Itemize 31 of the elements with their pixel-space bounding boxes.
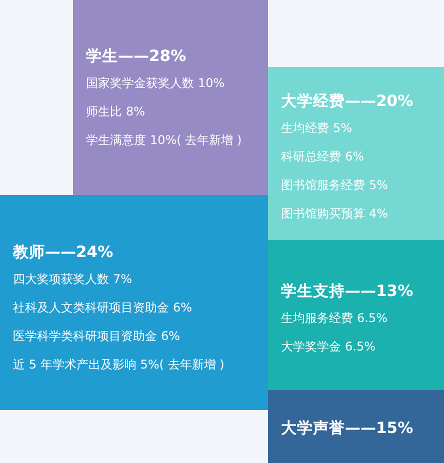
text: 学生支持——13% [281, 282, 414, 300]
text: 大学经费——20% [281, 92, 414, 110]
text: 教师——24% [12, 243, 114, 261]
category-label: 学生满意度 [86, 133, 146, 147]
category-label: 图书馆购买预算 [281, 206, 365, 220]
category-label: 大学奖学金 [281, 340, 341, 354]
data-label: 6% [161, 329, 180, 343]
category-label: 医学科学类科研项目资助金 [13, 329, 157, 343]
category-label: 图书馆服务经费 [281, 178, 365, 192]
data-label: 5% [369, 178, 388, 192]
category-label: 生均服务经费 [281, 311, 353, 325]
category-label: 生均经费 [281, 121, 329, 135]
data-label: 5% [333, 121, 352, 135]
data-label: 6% [173, 300, 192, 314]
text: 大学声誉——15% [281, 419, 414, 437]
data-label: 6% [345, 150, 364, 164]
data-label: 8% [126, 104, 146, 118]
data-label: 6.5% [357, 311, 388, 325]
category-label: 国家奖学金获奖人数 [86, 76, 194, 90]
text: 学生——28% [86, 47, 187, 65]
data-label: 7% [113, 272, 132, 286]
data-label: 10%( 去年新增 ) [150, 133, 242, 147]
category-label: 近 5 年学术产出及影响 [13, 358, 136, 372]
data-label: 5%( 去年新增 ) [140, 358, 224, 372]
category-label: 科研总经费 [281, 150, 341, 164]
category-label: 师生比 [86, 104, 122, 118]
data-label: 6.5% [345, 340, 376, 354]
data-label: 4% [369, 206, 388, 220]
category-label: 四大奖项获奖人数 [13, 272, 109, 286]
category-label: 社科及人文类科研项目资助金 [13, 300, 169, 314]
data-label: 10% [198, 76, 225, 90]
